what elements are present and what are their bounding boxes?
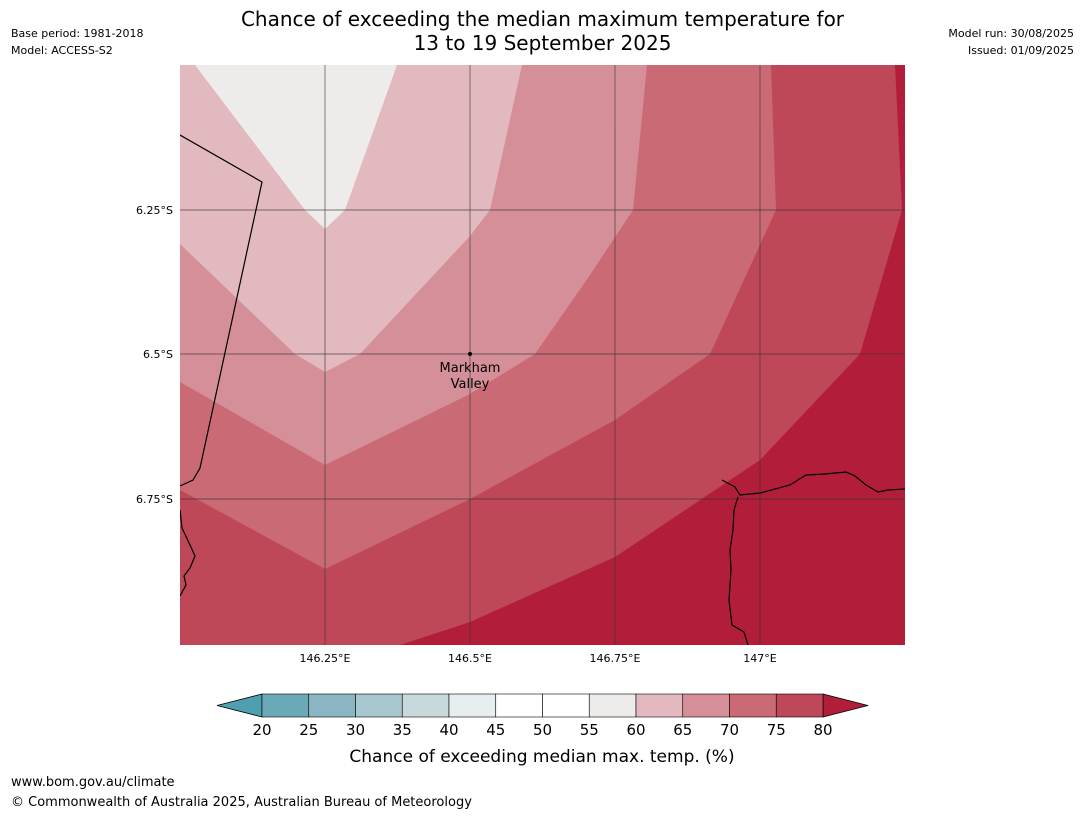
colorbar-swatch (495, 693, 543, 718)
run-info: Model run: 30/08/2025 Issued: 01/09/2025 (948, 25, 1074, 59)
colorbar-extend-under (216, 693, 263, 718)
lon-labels: 146.25°E 146.5°E 146.75°E 147°E (300, 652, 777, 665)
model-run-text: Model run: 30/08/2025 (948, 27, 1074, 40)
colorbar-swatch (448, 693, 497, 718)
place-marker-markham-valley: Markham Valley (440, 352, 501, 392)
colorbar-swatch (401, 693, 450, 718)
lon-label-14675: 146.75°E (590, 652, 641, 665)
colorbar: 20 25 30 35 40 45 50 55 60 65 70 75 80 (216, 693, 869, 739)
lon-label-1465: 146.5°E (448, 652, 492, 665)
lat-labels: 6.25°S 6.5°S 6.75°S (136, 204, 173, 506)
lat-label-675: 6.75°S (136, 493, 173, 506)
title-line-2: 13 to 19 September 2025 (413, 31, 672, 55)
colorbar-swatch (635, 693, 684, 718)
contour-map (180, 65, 905, 645)
lon-label-147: 147°E (743, 652, 776, 665)
colorbar-swatch (775, 693, 824, 718)
east-coastline (721, 471, 905, 496)
colorbar-swatch (261, 693, 310, 718)
title-line-1: Chance of exceeding the median maximum t… (240, 7, 845, 31)
lat-label-65: 6.5°S (143, 348, 173, 361)
colorbar-tick-label: 50 (533, 721, 552, 739)
colorbar-tick-label: 75 (767, 721, 786, 739)
colorbar-title: Chance of exceeding median max. temp. (%… (349, 747, 734, 767)
model-text: Model: ACCESS-S2 (11, 44, 113, 57)
coastline-and-borders (180, 134, 905, 645)
colorbar-swatch (542, 693, 590, 718)
colorbar-tick-label: 60 (626, 721, 645, 739)
colorbar-tick-label: 65 (673, 721, 692, 739)
colorbar-tick-label: 25 (299, 721, 318, 739)
colorbar-tick-label: 55 (580, 721, 599, 739)
province-border (180, 134, 263, 487)
colorbar-tick-label: 70 (720, 721, 739, 739)
base-period-text: Base period: 1981-2018 (11, 27, 144, 40)
footer-copyright: © Commonwealth of Australia 2025, Austra… (11, 795, 472, 810)
east-coastline-south (728, 496, 749, 645)
model-info: Base period: 1981-2018 Model: ACCESS-S2 (11, 25, 143, 59)
colorbar-swatch (729, 693, 777, 718)
colorbar-swatch (355, 693, 403, 718)
graticule (180, 65, 905, 645)
lat-label-625: 6.25°S (136, 204, 173, 217)
colorbar-tick-label: 45 (486, 721, 505, 739)
colorbar-swatch (588, 693, 637, 718)
place-label-line2: Valley (451, 377, 490, 392)
colorbar-tick-label: 35 (393, 721, 412, 739)
contour-band-55-60 (195, 65, 397, 229)
lon-label-14625: 146.25°E (300, 652, 351, 665)
colorbar-tick-label: 20 (252, 721, 271, 739)
place-label-line1: Markham (440, 361, 501, 376)
colorbar-tick-label: 40 (439, 721, 458, 739)
footer-url: www.bom.gov.au/climate (11, 775, 175, 790)
chart-title: Chance of exceeding the median maximum t… (180, 7, 905, 55)
west-coastline (180, 509, 196, 597)
colorbar-swatch (682, 693, 730, 718)
colorbar-extend-over (822, 693, 869, 718)
colorbar-tick-label: 80 (813, 721, 832, 739)
colorbar-swatch (308, 693, 356, 718)
colorbar-tick-label: 30 (346, 721, 365, 739)
issued-text: Issued: 01/09/2025 (967, 44, 1074, 57)
